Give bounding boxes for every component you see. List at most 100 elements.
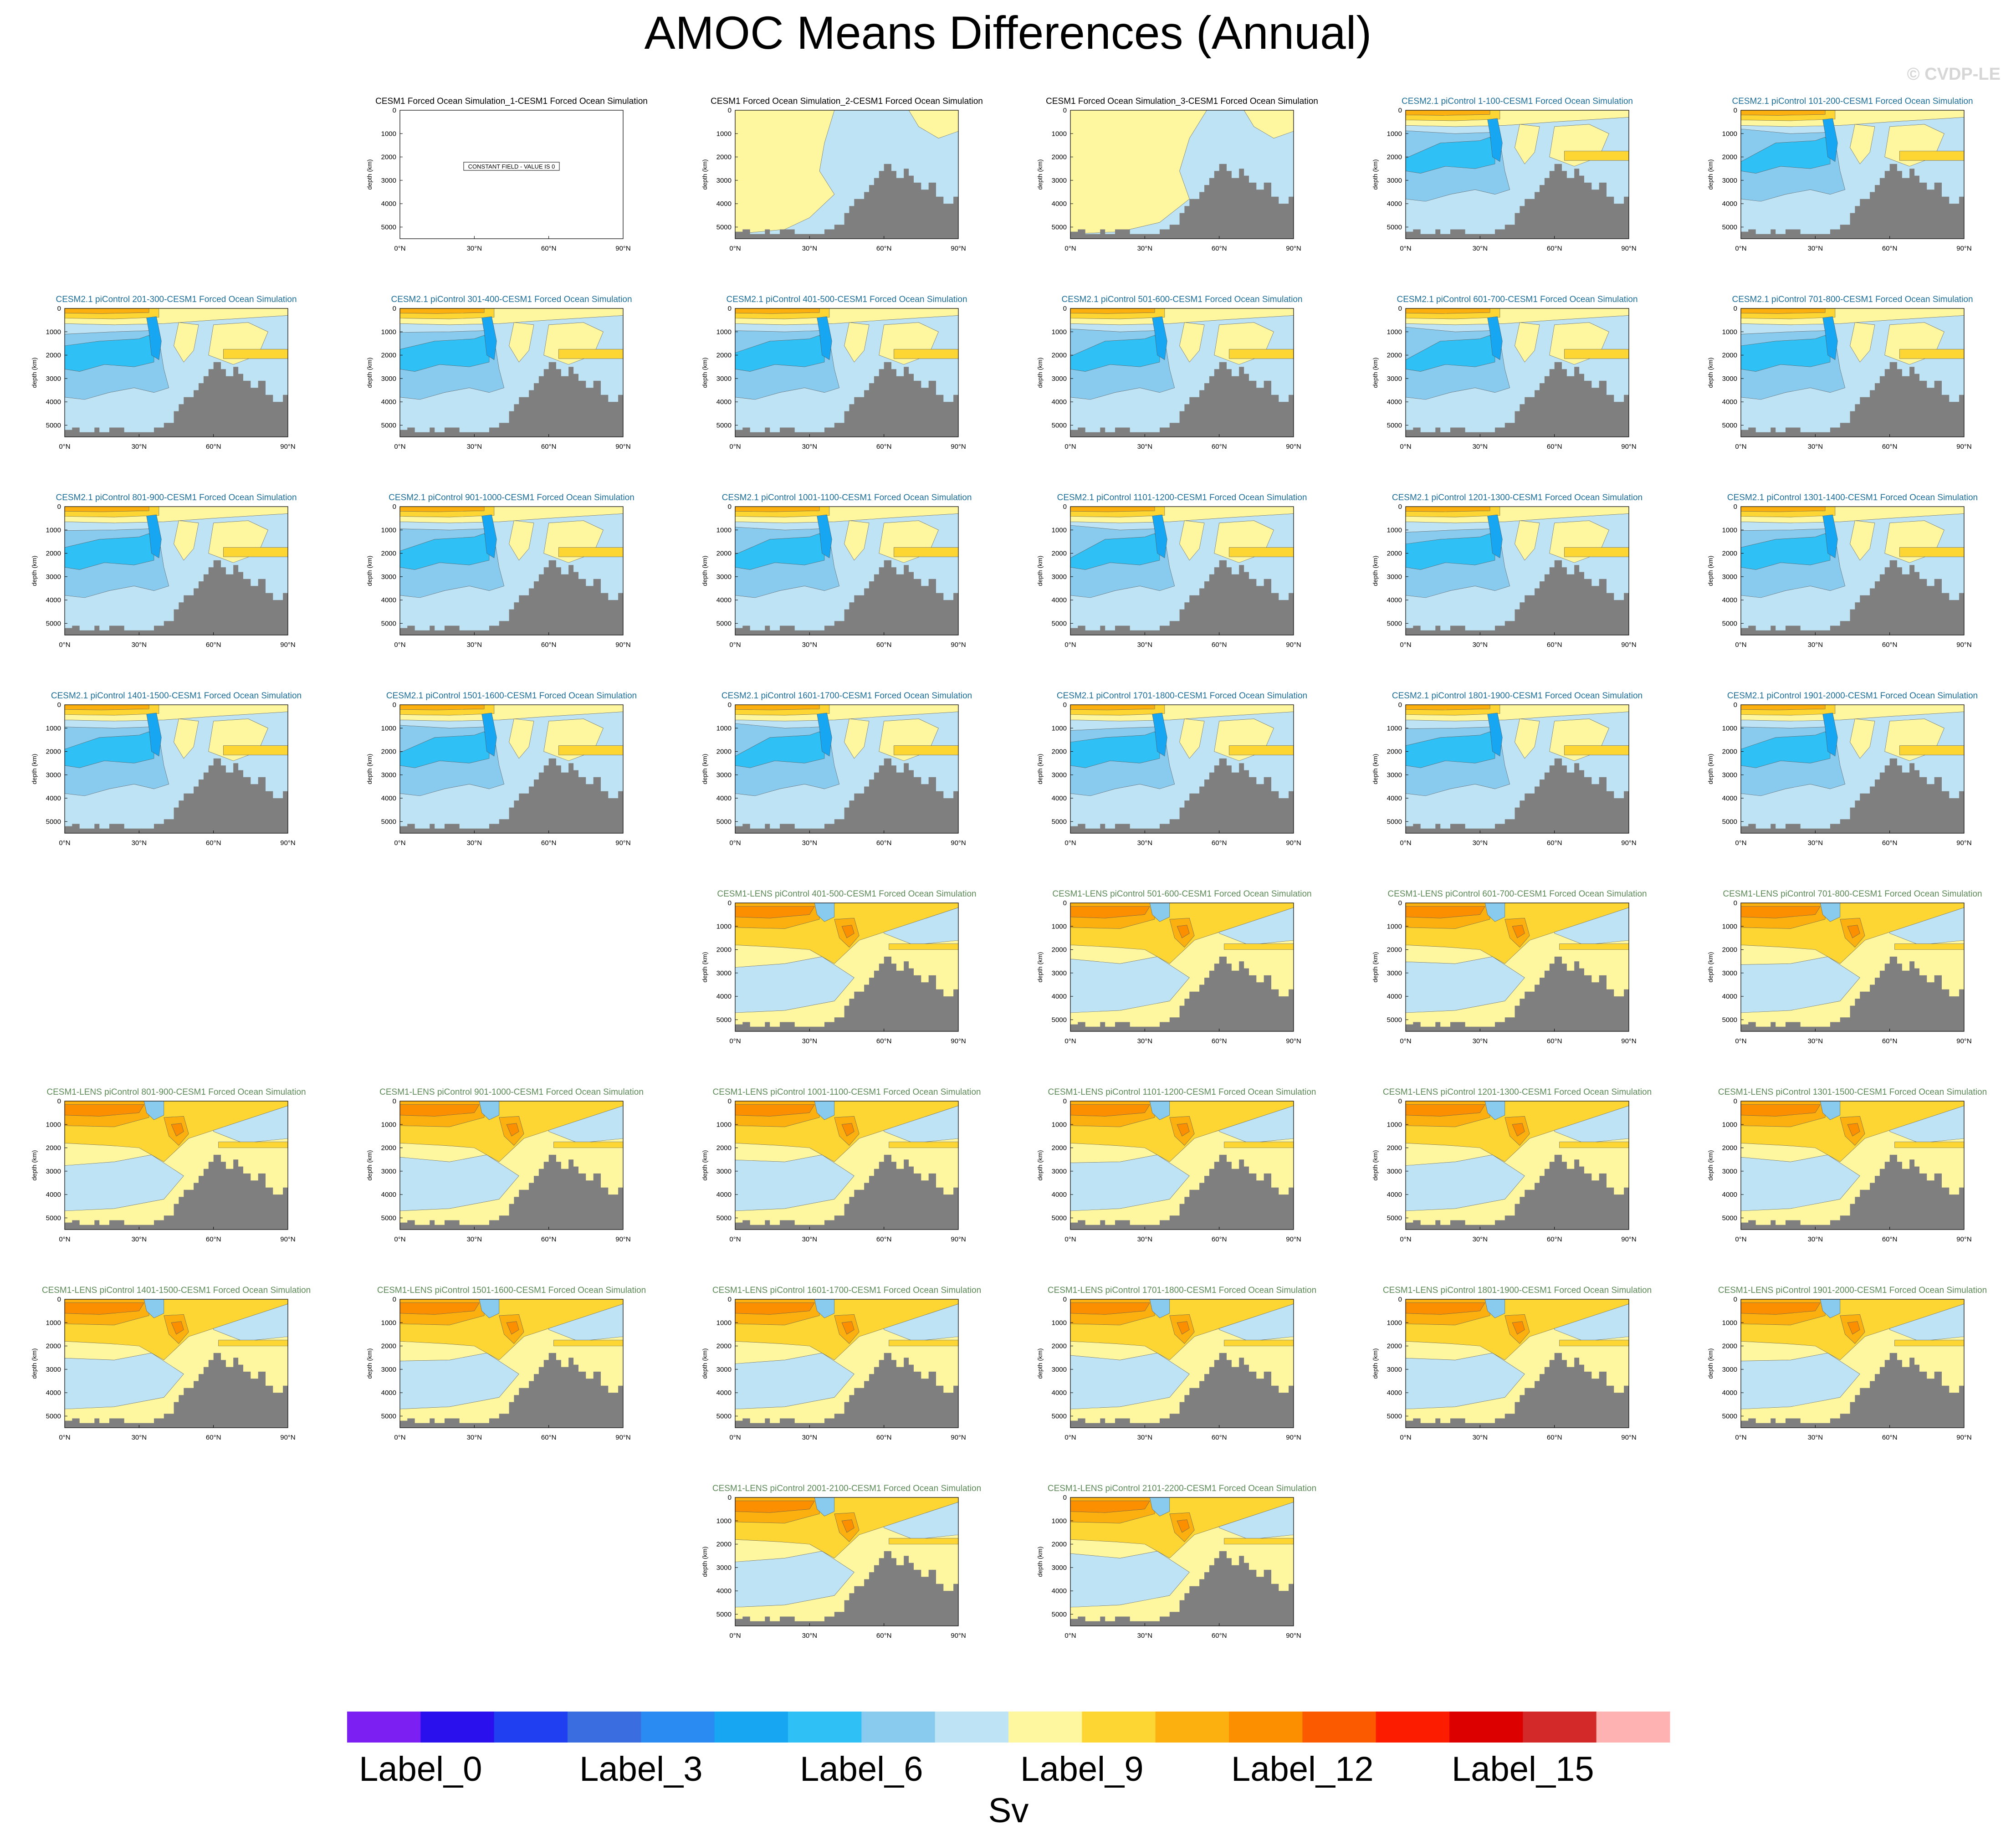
x-tick-label: 30°N <box>1137 1632 1153 1640</box>
amoc-panel: CESM1 Forced Ocean Simulation_3-CESM1 Fo… <box>1036 97 1318 252</box>
y-tick-label: 2000 <box>1722 1343 1737 1350</box>
y-tick-label: 0 <box>728 107 732 114</box>
panel-title: CESM1-LENS piControl 501-600-CESM1 Force… <box>1052 889 1311 899</box>
y-tick-label: 2000 <box>716 1541 732 1548</box>
y-tick-label: 4000 <box>1722 1191 1737 1199</box>
y-tick-label: 3000 <box>381 573 396 581</box>
y-axis-label: depth (km) <box>366 556 373 586</box>
contour-fill <box>171 1123 184 1137</box>
field <box>1741 507 1964 635</box>
colorbar-label: Label_12 <box>1231 1750 1374 1789</box>
y-axis-label: depth (km) <box>366 754 373 784</box>
y-axis-label: depth (km) <box>1036 556 1044 586</box>
y-tick-label: 3000 <box>1052 969 1067 977</box>
x-tick-label: 30°N <box>467 1434 482 1441</box>
y-tick-label: 5000 <box>1052 1016 1067 1024</box>
y-tick-label: 4000 <box>716 1389 732 1397</box>
amoc-panel: CESM1-LENS piControl 1601-1700-CESM1 For… <box>701 1286 981 1441</box>
y-tick-label: 0 <box>728 1494 732 1502</box>
x-tick-label: 30°N <box>802 1632 818 1640</box>
panel-title: CESM2.1 piControl 1601-1700-CESM1 Forced… <box>721 691 972 701</box>
x-tick-label: 60°N <box>1547 1434 1562 1441</box>
y-axis-label: depth (km) <box>1707 1348 1714 1379</box>
y-tick-label: 5000 <box>716 223 732 231</box>
y-tick-label: 4000 <box>1052 596 1067 604</box>
plot-frame <box>64 506 288 636</box>
colorbar-swatch <box>347 1712 421 1743</box>
contour-fill <box>400 1104 480 1117</box>
x-tick-label: 60°N <box>876 1037 892 1045</box>
y-tick-label: 4000 <box>1387 398 1402 406</box>
amoc-panel: CESM1-LENS piControl 601-700-CESM1 Force… <box>1371 889 1647 1045</box>
contour-fill <box>1070 1353 1190 1410</box>
bathymetry-land <box>65 1154 288 1230</box>
contour-fill <box>1894 1340 1964 1346</box>
contour-fill <box>844 322 870 363</box>
field <box>400 308 623 437</box>
x-tick-label: 30°N <box>1137 641 1153 649</box>
colorbar-swatch <box>1302 1712 1376 1743</box>
contour-fill <box>1406 507 1490 512</box>
plot-frame <box>1070 1497 1294 1626</box>
contour-fill <box>1406 906 1485 918</box>
x-tick-label: 90°N <box>615 245 631 252</box>
x-tick-label: 30°N <box>132 641 147 649</box>
amoc-panel: CESM1 Forced Ocean Simulation_1-CESM1 Fo… <box>366 97 648 252</box>
panel-title: CESM2.1 piControl 1801-1900-CESM1 Forced… <box>1392 691 1642 701</box>
contour-fill <box>400 1353 519 1410</box>
contour-fill <box>1512 925 1525 938</box>
x-tick-label: 60°N <box>1212 245 1227 252</box>
contour-fill <box>65 1154 184 1211</box>
y-tick-label: 1000 <box>1052 526 1067 534</box>
panel-title: CESM1 Forced Ocean Simulation_1-CESM1 Fo… <box>375 97 648 106</box>
field <box>735 507 958 635</box>
field <box>1741 903 1964 1031</box>
contour-fill <box>1564 151 1629 161</box>
contour-fill <box>1070 1104 1150 1117</box>
bathymetry-land <box>1406 1154 1629 1230</box>
y-tick-label: 1000 <box>46 1319 61 1327</box>
contour-fill <box>1070 110 1207 235</box>
y-axis-label: depth (km) <box>31 1150 38 1181</box>
panel-title: CESM1-LENS piControl 1801-1900-CESM1 For… <box>1383 1286 1652 1295</box>
x-tick-label: 0°N <box>729 245 741 252</box>
contour-fill <box>735 956 854 1013</box>
contour-fill <box>1899 349 1964 359</box>
panel-title: CESM2.1 piControl 1201-1300-CESM1 Forced… <box>1392 493 1642 502</box>
y-tick-label: 3000 <box>381 1366 396 1374</box>
constant-field-box <box>463 162 560 171</box>
contour-fill <box>841 925 854 938</box>
x-tick-label: 60°N <box>541 1434 557 1441</box>
x-tick-label: 60°N <box>206 443 221 451</box>
y-tick-label: 0 <box>728 503 732 511</box>
x-tick-label: 90°N <box>615 443 631 451</box>
x-tick-label: 0°N <box>59 641 70 649</box>
y-tick-label: 2000 <box>1722 1144 1737 1152</box>
x-tick-label: 90°N <box>951 1434 966 1441</box>
y-tick-label: 3000 <box>1052 375 1067 383</box>
colorbar-unit: Sv <box>988 1791 1029 1830</box>
panel-title: CESM1-LENS piControl 401-500-CESM1 Force… <box>717 889 976 899</box>
x-tick-label: 30°N <box>132 839 147 847</box>
field <box>1741 1101 1964 1230</box>
y-tick-label: 4000 <box>46 1191 61 1199</box>
y-tick-label: 4000 <box>381 795 396 802</box>
y-axis-label: depth (km) <box>31 1348 38 1379</box>
x-tick-label: 60°N <box>1882 839 1898 847</box>
plot-frame <box>64 1299 288 1428</box>
plot-frame <box>399 308 624 437</box>
bathymetry-land <box>1406 956 1629 1031</box>
plot-frame <box>1070 704 1294 834</box>
y-tick-label: 1000 <box>1052 1517 1067 1525</box>
bathymetry-land <box>1406 758 1629 833</box>
y-axis-label: depth (km) <box>366 1348 373 1379</box>
contour-fill <box>1487 514 1503 559</box>
field <box>1070 110 1294 239</box>
y-tick-label: 5000 <box>1052 1214 1067 1222</box>
colorbar-swatch <box>788 1712 862 1743</box>
y-tick-label: 5000 <box>1052 1412 1067 1420</box>
x-tick-label: 60°N <box>1882 1434 1898 1441</box>
bathymetry-land <box>1741 956 1964 1031</box>
x-tick-label: 30°N <box>802 641 818 649</box>
y-tick-label: 5000 <box>1722 421 1737 429</box>
